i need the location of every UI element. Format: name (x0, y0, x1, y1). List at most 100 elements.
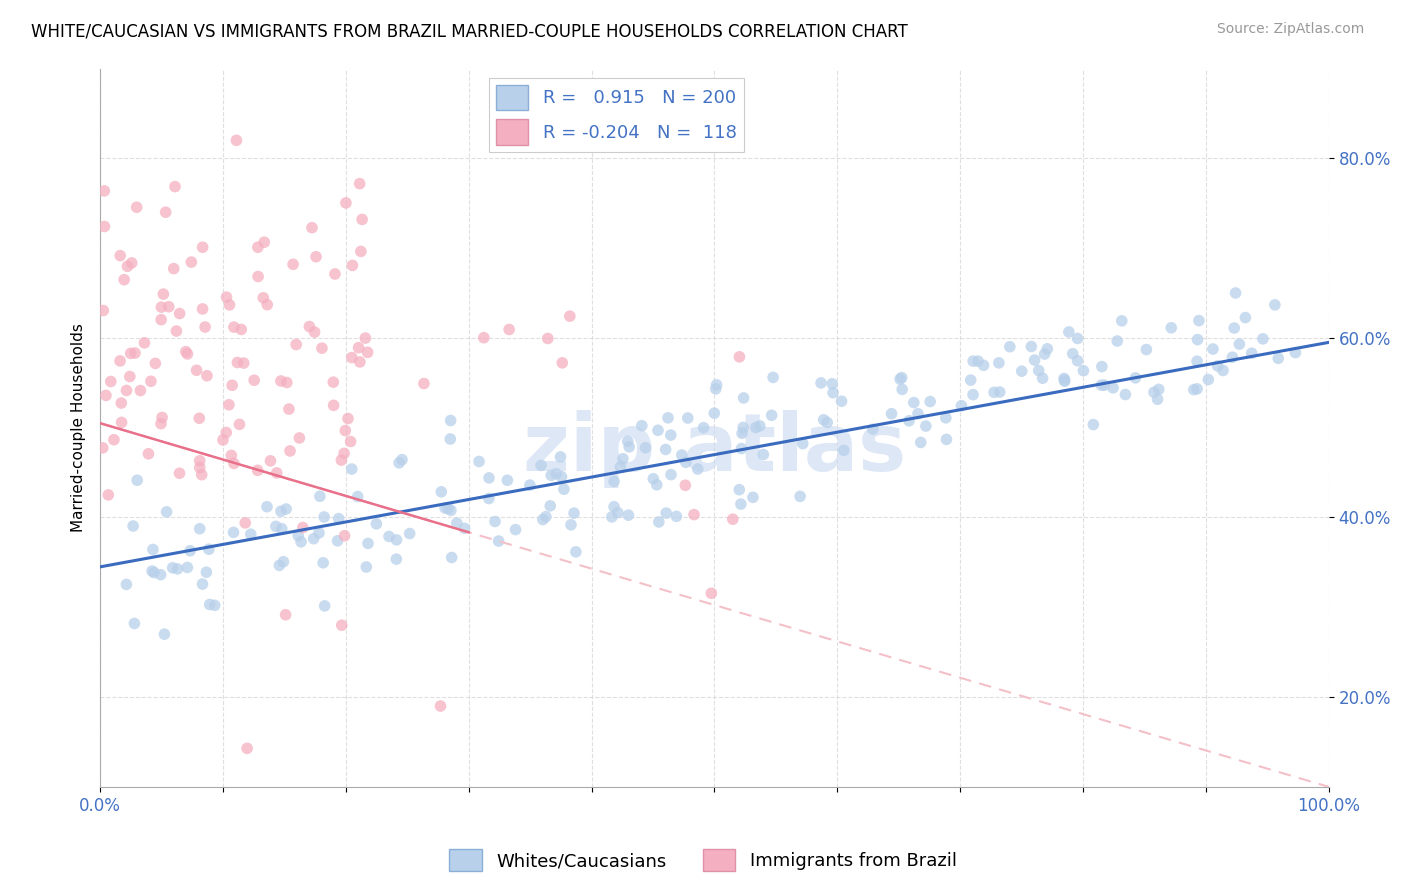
Point (388, 456, 411, 470)
Point (153, 627, 176, 641)
Point (889, 372, 911, 386)
Point (93, 184, 115, 198)
Point (236, 741, 259, 756)
Point (314, 510, 336, 524)
Point (305, 250, 328, 264)
Point (134, 335, 156, 350)
Point (188, 460, 211, 475)
Point (195, 368, 218, 383)
Point (505, 523, 527, 537)
Point (630, 418, 652, 433)
Point (155, 505, 177, 519)
Point (478, 491, 501, 506)
Point (191, 240, 214, 254)
Point (1284, 345, 1306, 359)
Point (350, 244, 373, 259)
Point (1264, 298, 1286, 312)
Point (163, 261, 186, 276)
Point (301, 220, 323, 235)
Point (700, 586, 723, 600)
Point (256, 500, 278, 514)
Point (1053, 373, 1076, 387)
Point (270, 374, 292, 388)
Point (308, 525, 330, 540)
Point (94, 388, 117, 402)
Point (1090, 378, 1112, 392)
Point (91, 303, 114, 318)
Point (243, 373, 266, 387)
Point (612, 451, 634, 466)
Point (198, 542, 221, 557)
Point (97, 488, 120, 502)
Point (155, 205, 177, 219)
Point (391, 452, 413, 467)
Point (108, 249, 131, 263)
Point (988, 385, 1011, 400)
Point (468, 454, 491, 468)
Point (673, 478, 696, 492)
Point (349, 355, 371, 369)
Point (1107, 334, 1129, 348)
Point (973, 359, 995, 373)
Point (347, 341, 370, 355)
Point (252, 291, 274, 305)
Point (323, 267, 346, 281)
Point (488, 534, 510, 549)
Point (692, 420, 714, 434)
Point (890, 370, 912, 384)
Point (218, 398, 240, 412)
Point (378, 529, 401, 543)
Point (1229, 337, 1251, 351)
Point (335, 424, 357, 438)
Point (519, 478, 541, 492)
Point (789, 489, 811, 503)
Point (1202, 342, 1225, 356)
Point (659, 467, 682, 482)
Point (330, 453, 353, 467)
Point (285, 337, 308, 351)
Point (312, 556, 335, 570)
Point (617, 440, 640, 454)
Point (176, 560, 198, 574)
Point (920, 394, 942, 409)
Point (141, 564, 163, 578)
Point (191, 301, 214, 316)
Point (721, 512, 744, 526)
Point (429, 699, 451, 714)
Point (281, 257, 304, 271)
Point (298, 319, 321, 334)
Point (440, 550, 463, 565)
Point (190, 467, 212, 482)
Point (603, 500, 626, 514)
Point (278, 444, 301, 458)
Point (1053, 374, 1076, 388)
Point (349, 177, 371, 191)
Point (907, 407, 929, 421)
Y-axis label: Married-couple Households: Married-couple Households (72, 323, 86, 533)
Point (149, 567, 172, 582)
Point (225, 133, 247, 147)
Point (246, 240, 269, 254)
Point (550, 469, 572, 483)
Point (150, 312, 173, 326)
Point (179, 543, 201, 558)
Point (862, 422, 884, 436)
Point (1182, 383, 1205, 397)
Point (232, 356, 254, 370)
Point (1091, 359, 1114, 374)
Point (322, 375, 344, 389)
Point (311, 341, 333, 355)
Point (655, 506, 678, 520)
Point (1197, 372, 1219, 386)
Point (634, 441, 657, 455)
Point (1160, 320, 1182, 334)
Point (233, 516, 256, 530)
Point (314, 599, 336, 613)
Point (950, 399, 973, 413)
Point (291, 520, 314, 534)
Point (228, 417, 250, 432)
Point (748, 418, 770, 433)
Point (609, 459, 631, 474)
Point (1033, 347, 1056, 361)
Point (733, 420, 755, 434)
